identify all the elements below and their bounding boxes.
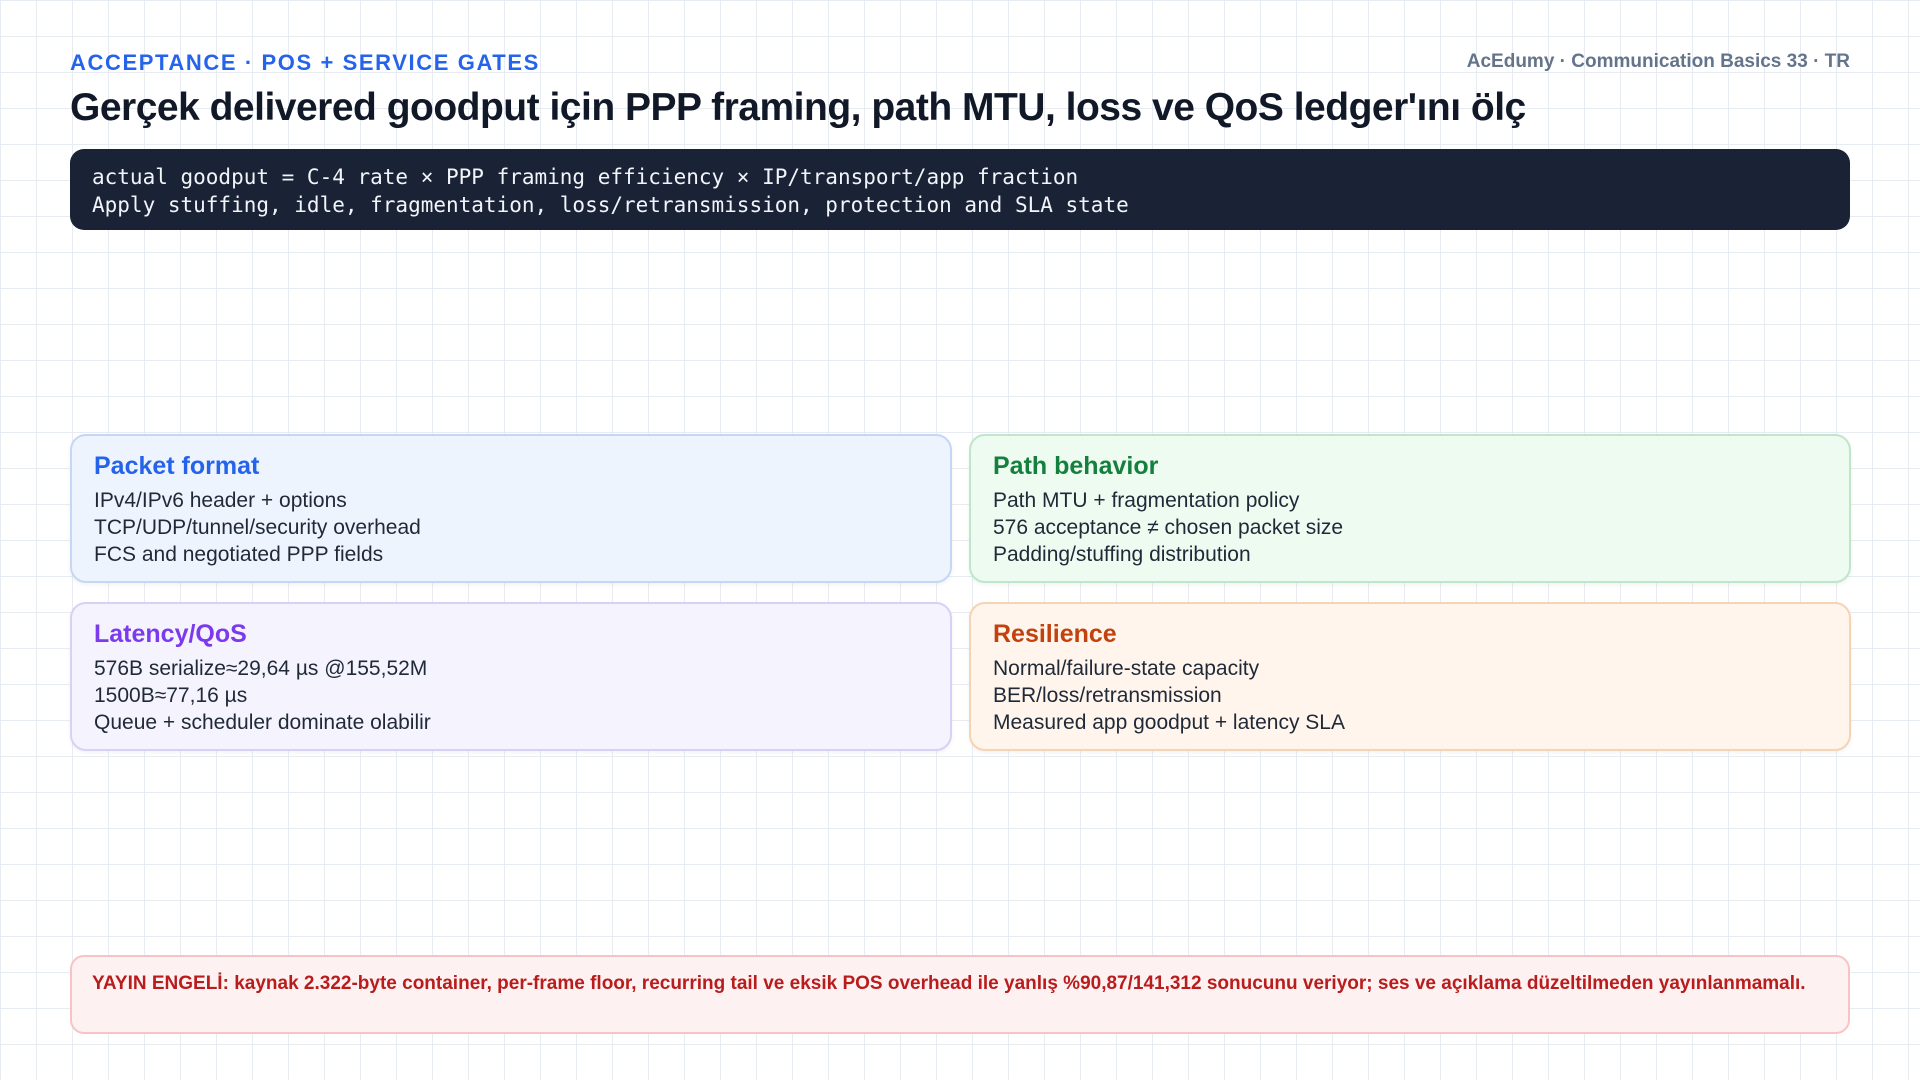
brand-label: AcEdumy · Communication Basics 33 · TR bbox=[1466, 51, 1850, 72]
card-line: 576 acceptance ≠ chosen packet size bbox=[993, 516, 1344, 539]
card-line: Measured app goodput + latency SLA bbox=[993, 711, 1345, 734]
formula-line: actual goodput = C-4 rate × PPP framing … bbox=[92, 165, 1079, 189]
card-line: FCS and negotiated PPP fields bbox=[94, 543, 384, 566]
card-resilience: Resilience Normal/failure-state capacity… bbox=[969, 602, 1851, 751]
card-line: IPv4/IPv6 header + options bbox=[94, 489, 347, 512]
formula-line: Apply stuffing, idle, fragmentation, los… bbox=[92, 193, 1129, 217]
card-line: Path MTU + fragmentation policy bbox=[993, 489, 1300, 512]
card-line: TCP/UDP/tunnel/security overhead bbox=[94, 516, 421, 539]
card-title: Latency/QoS bbox=[94, 620, 247, 648]
card-latency-qos: Latency/QoS 576B serialize≈29,64 µs @155… bbox=[70, 602, 952, 751]
card-line: Queue + scheduler dominate olabilir bbox=[94, 711, 431, 734]
card-line: 1500B≈77,16 µs bbox=[94, 684, 248, 707]
card-packet-format: Packet format IPv4/IPv6 header + options… bbox=[70, 434, 952, 583]
card-line: BER/loss/retransmission bbox=[993, 684, 1222, 707]
publish-block-warning: YAYIN ENGELİ: kaynak 2.322-byte containe… bbox=[70, 955, 1850, 1034]
eyebrow-label: ACCEPTANCE · POS + SERVICE GATES bbox=[70, 50, 540, 75]
card-line: Padding/stuffing distribution bbox=[993, 543, 1251, 566]
page-title: Gerçek delivered goodput için PPP framin… bbox=[70, 86, 1526, 129]
card-line: 576B serialize≈29,64 µs @155,52M bbox=[94, 657, 428, 680]
card-line: Normal/failure-state capacity bbox=[993, 657, 1260, 680]
card-title: Packet format bbox=[94, 452, 260, 480]
card-title: Path behavior bbox=[993, 452, 1159, 480]
formula-block: actual goodput = C-4 rate × PPP framing … bbox=[70, 149, 1850, 230]
card-title: Resilience bbox=[993, 620, 1117, 648]
card-path-behavior: Path behavior Path MTU + fragmentation p… bbox=[969, 434, 1851, 583]
